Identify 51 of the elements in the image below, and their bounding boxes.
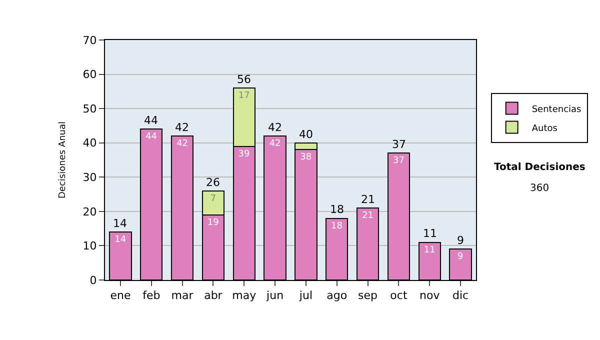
y-tick-label: 40 xyxy=(82,136,97,150)
data-label: 19 xyxy=(207,218,220,228)
total-label: 9 xyxy=(457,234,464,247)
data-label: 9 xyxy=(458,252,464,262)
text: 360 xyxy=(530,183,550,194)
x-tick-label: jul xyxy=(298,289,313,302)
y-tick-label: 0 xyxy=(90,274,97,287)
data-label: 44 xyxy=(146,132,158,142)
legend-label: Autos xyxy=(532,124,558,134)
data-label: 42 xyxy=(269,139,281,149)
x-tick-label: ene xyxy=(110,289,131,302)
total-label: 26 xyxy=(206,176,220,189)
total-label: 21 xyxy=(361,193,375,206)
total-label: 37 xyxy=(392,138,406,151)
data-label: 11 xyxy=(424,245,436,256)
data-label: 7 xyxy=(210,194,216,204)
x-tick-label: mar xyxy=(171,289,194,302)
total-label: 56 xyxy=(237,73,251,86)
x-tick-label: nov xyxy=(420,289,440,302)
legend-label: Sentencias xyxy=(532,104,582,115)
data-label: 17 xyxy=(238,91,250,101)
y-tick-label: 60 xyxy=(82,68,97,82)
y-tick-label: 70 xyxy=(82,34,97,47)
text: Total Decisiones xyxy=(494,162,586,173)
data-label: 21 xyxy=(362,211,374,221)
total-label: 18 xyxy=(330,203,344,216)
total-label: 42 xyxy=(175,121,189,134)
data-label: 39 xyxy=(238,149,250,160)
x-tick-label: ago xyxy=(326,289,348,302)
total-label: 11 xyxy=(423,227,437,240)
data-label: 14 xyxy=(114,235,126,245)
y-tick-label: 20 xyxy=(82,205,97,218)
data-label: 42 xyxy=(176,139,188,149)
x-tick-label: oct xyxy=(390,289,408,302)
x-tick-label: sep xyxy=(358,289,378,302)
data-label: 37 xyxy=(392,156,404,166)
y-tick-label: 50 xyxy=(82,102,97,116)
total-label: 40 xyxy=(299,128,313,141)
x-tick-label: may xyxy=(232,289,257,302)
total-label: 14 xyxy=(113,217,127,230)
y-tick-label: 30 xyxy=(82,170,97,184)
total-label: 42 xyxy=(268,121,282,134)
data-label: 38 xyxy=(300,152,312,163)
x-tick-label: abr xyxy=(204,289,223,302)
x-tick-label: feb xyxy=(142,289,160,302)
data-label: 18 xyxy=(331,221,343,232)
total-label: 44 xyxy=(144,114,158,127)
y-tick-label: 10 xyxy=(82,240,97,253)
x-tick-label: jun xyxy=(266,289,284,302)
y-axis-title: Decisiones Anual xyxy=(58,122,68,198)
x-tick-label: dic xyxy=(452,289,469,302)
